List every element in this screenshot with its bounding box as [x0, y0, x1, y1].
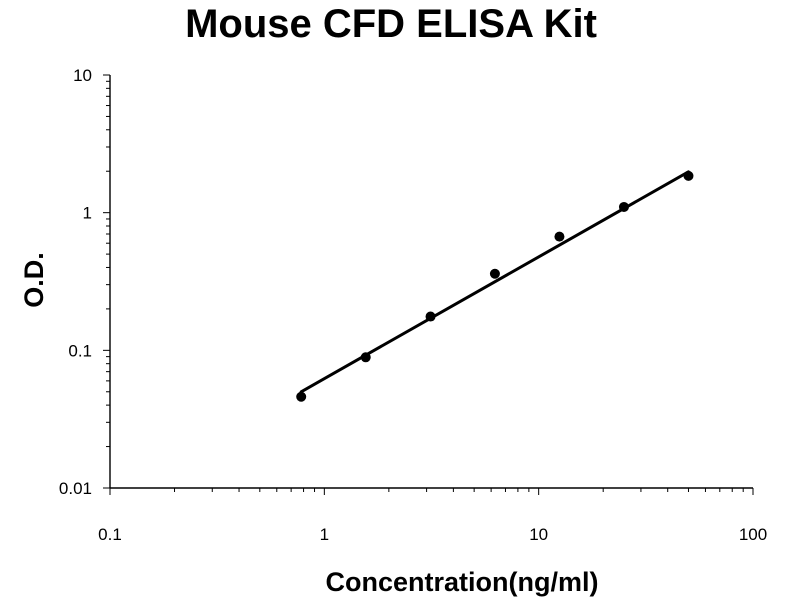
data-point: [360, 352, 371, 363]
x-tick-label: 10: [529, 525, 548, 544]
fit-line-group: [299, 170, 690, 394]
data-point: [554, 231, 565, 242]
data-point: [683, 170, 694, 181]
x-tick-label: 1: [320, 525, 329, 544]
data-point: [618, 201, 629, 212]
y-tick-label: 0.01: [59, 479, 92, 498]
chart-title: Mouse CFD ELISA Kit: [185, 2, 597, 46]
y-axis-label: O.D.: [19, 252, 49, 308]
y-tick-label: 10: [73, 66, 92, 85]
x-tick-label: 0.1: [98, 525, 122, 544]
data-point: [489, 268, 500, 279]
x-tick-label: 100: [739, 525, 767, 544]
x-axis-label: Concentration(ng/ml): [326, 567, 599, 597]
fit-line: [299, 170, 690, 394]
data-points: [296, 170, 694, 402]
data-point: [296, 391, 307, 402]
y-tick-label: 0.1: [68, 341, 92, 360]
axes: [109, 75, 753, 489]
data-point: [425, 311, 436, 322]
tick-labels: 0.1 1 10 100 0.01 0.1 1 10: [59, 66, 767, 544]
tick-marks: [103, 74, 754, 495]
y-tick-label: 1: [83, 204, 92, 223]
